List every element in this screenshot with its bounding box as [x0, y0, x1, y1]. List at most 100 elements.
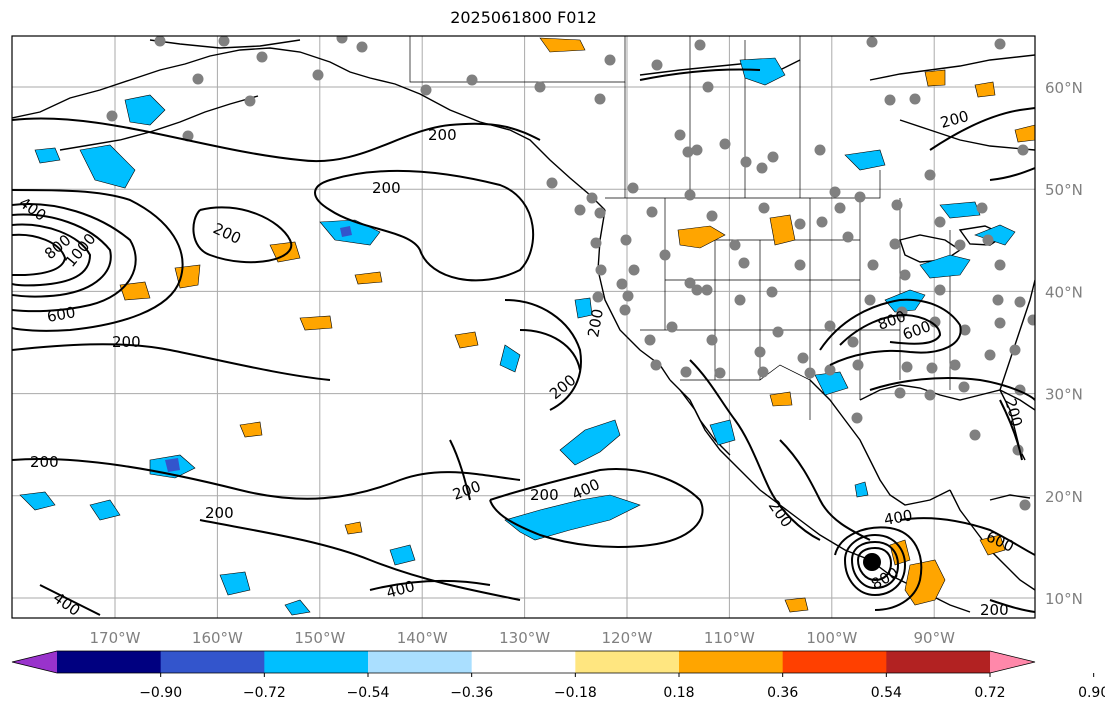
- station-dot: [894, 387, 906, 399]
- station-dot: [891, 199, 903, 211]
- colorbar-tick-label: 0.54: [871, 685, 902, 701]
- station-dot: [901, 361, 913, 373]
- colorbar-tick-label: 0.72: [974, 685, 1005, 701]
- station-dot: [684, 189, 696, 201]
- latitude-labels: 60°N 50°N 40°N 30°N 20°N 10°N: [1045, 79, 1083, 608]
- station-dot: [646, 206, 658, 218]
- plot-frame: [11, 35, 1036, 619]
- station-dot: [192, 73, 204, 85]
- colorbar-segment: [575, 651, 680, 673]
- longitude-label: 120°W: [602, 629, 653, 647]
- colorbar-segment: [679, 651, 784, 673]
- station-dot: [738, 257, 750, 269]
- colorbar-segment: [886, 651, 991, 673]
- strong-negative-shading: [165, 226, 352, 472]
- contour-label-400: 400: [883, 506, 914, 529]
- colorbar-tick-label: −0.54: [347, 685, 390, 701]
- station-dot: [824, 364, 836, 376]
- station-dot: [756, 162, 768, 174]
- station-dot: [854, 191, 866, 203]
- station-dot: [691, 144, 703, 156]
- station-dot: [1019, 499, 1031, 511]
- station-dot: [824, 320, 836, 332]
- latitude-label: 20°N: [1045, 488, 1083, 506]
- station-dot: [734, 294, 746, 306]
- station-dot: [884, 94, 896, 106]
- colorbar-tick-label: −0.72: [243, 685, 286, 701]
- station-dot: [604, 54, 616, 66]
- station-dot: [616, 278, 628, 290]
- positive-anomaly-shading: [119, 37, 1035, 613]
- station-dot: [336, 36, 348, 44]
- station-dot: [976, 202, 988, 214]
- contour-label-600: 600: [46, 303, 77, 326]
- station-dot: [797, 352, 809, 364]
- colorbar-tick-label: −0.90: [139, 685, 182, 701]
- station-dot: [154, 36, 166, 47]
- station-dot: [829, 186, 841, 198]
- contour-label-200: 200: [30, 453, 59, 471]
- contour-lines: [12, 68, 1035, 616]
- station-dot: [924, 389, 936, 401]
- station-dot: [754, 346, 766, 358]
- station-dot: [659, 249, 671, 261]
- contour-label-200: 200: [372, 179, 401, 197]
- latitude-label: 40°N: [1045, 283, 1083, 301]
- station-dot: [651, 59, 663, 71]
- station-dot: [466, 74, 478, 86]
- station-dot: [586, 192, 598, 204]
- station-dot: [959, 324, 971, 336]
- colorbar-segment: [782, 651, 887, 673]
- contour-label-200: 200: [428, 126, 457, 144]
- latitude-label: 50°N: [1045, 181, 1083, 199]
- coastlines: [12, 39, 1035, 613]
- station-dot: [534, 81, 546, 93]
- station-dot: [924, 169, 936, 181]
- station-dot: [244, 95, 256, 107]
- station-dot: [842, 231, 854, 243]
- station-dot: [701, 284, 713, 296]
- station-dot: [889, 238, 901, 250]
- station-dot: [682, 146, 694, 158]
- colorbar-tick-label: −0.36: [450, 685, 493, 701]
- latitude-label: 10°N: [1045, 590, 1083, 608]
- station-dot: [694, 39, 706, 51]
- station-dot: [969, 429, 981, 441]
- station-dot: [106, 110, 118, 122]
- station-dot: [994, 38, 1006, 50]
- station-dot: [852, 359, 864, 371]
- station-dot: [714, 367, 726, 379]
- station-dot: [934, 216, 946, 228]
- station-dot: [794, 259, 806, 271]
- station-dot: [706, 334, 718, 346]
- station-dot: [356, 41, 368, 53]
- station-dot: [666, 321, 678, 333]
- station-dot: [729, 239, 741, 251]
- colorbar-extension-low: [12, 651, 57, 673]
- station-dot: [740, 156, 752, 168]
- station-dot: [994, 317, 1006, 329]
- colorbar-tick-labels: −0.90 −0.72 −0.54 −0.36 −0.18 0.18 0.36 0.54 0.7…: [139, 673, 1105, 701]
- colorbar-tick-label: 0.18: [663, 685, 694, 701]
- station-dot: [982, 234, 994, 246]
- station-dot: [816, 216, 828, 228]
- station-dot: [674, 129, 686, 141]
- station-dot: [719, 138, 731, 150]
- station-dot: [958, 381, 970, 393]
- station-dot: [590, 237, 602, 249]
- colorbar-extension-high: [990, 651, 1035, 673]
- graticule: [12, 36, 1035, 618]
- station-dot: [644, 334, 656, 346]
- longitude-label: 100°W: [806, 629, 857, 647]
- station-dot: [619, 304, 631, 316]
- station-dot: [899, 269, 911, 281]
- station-dot: [794, 218, 806, 230]
- latitude-label: 30°N: [1045, 386, 1083, 404]
- station-dot: [851, 412, 863, 424]
- longitude-label: 160°W: [192, 629, 243, 647]
- borders: [409, 36, 951, 420]
- station-dot: [627, 182, 639, 194]
- longitude-label: 140°W: [397, 629, 448, 647]
- station-dot: [1027, 314, 1035, 326]
